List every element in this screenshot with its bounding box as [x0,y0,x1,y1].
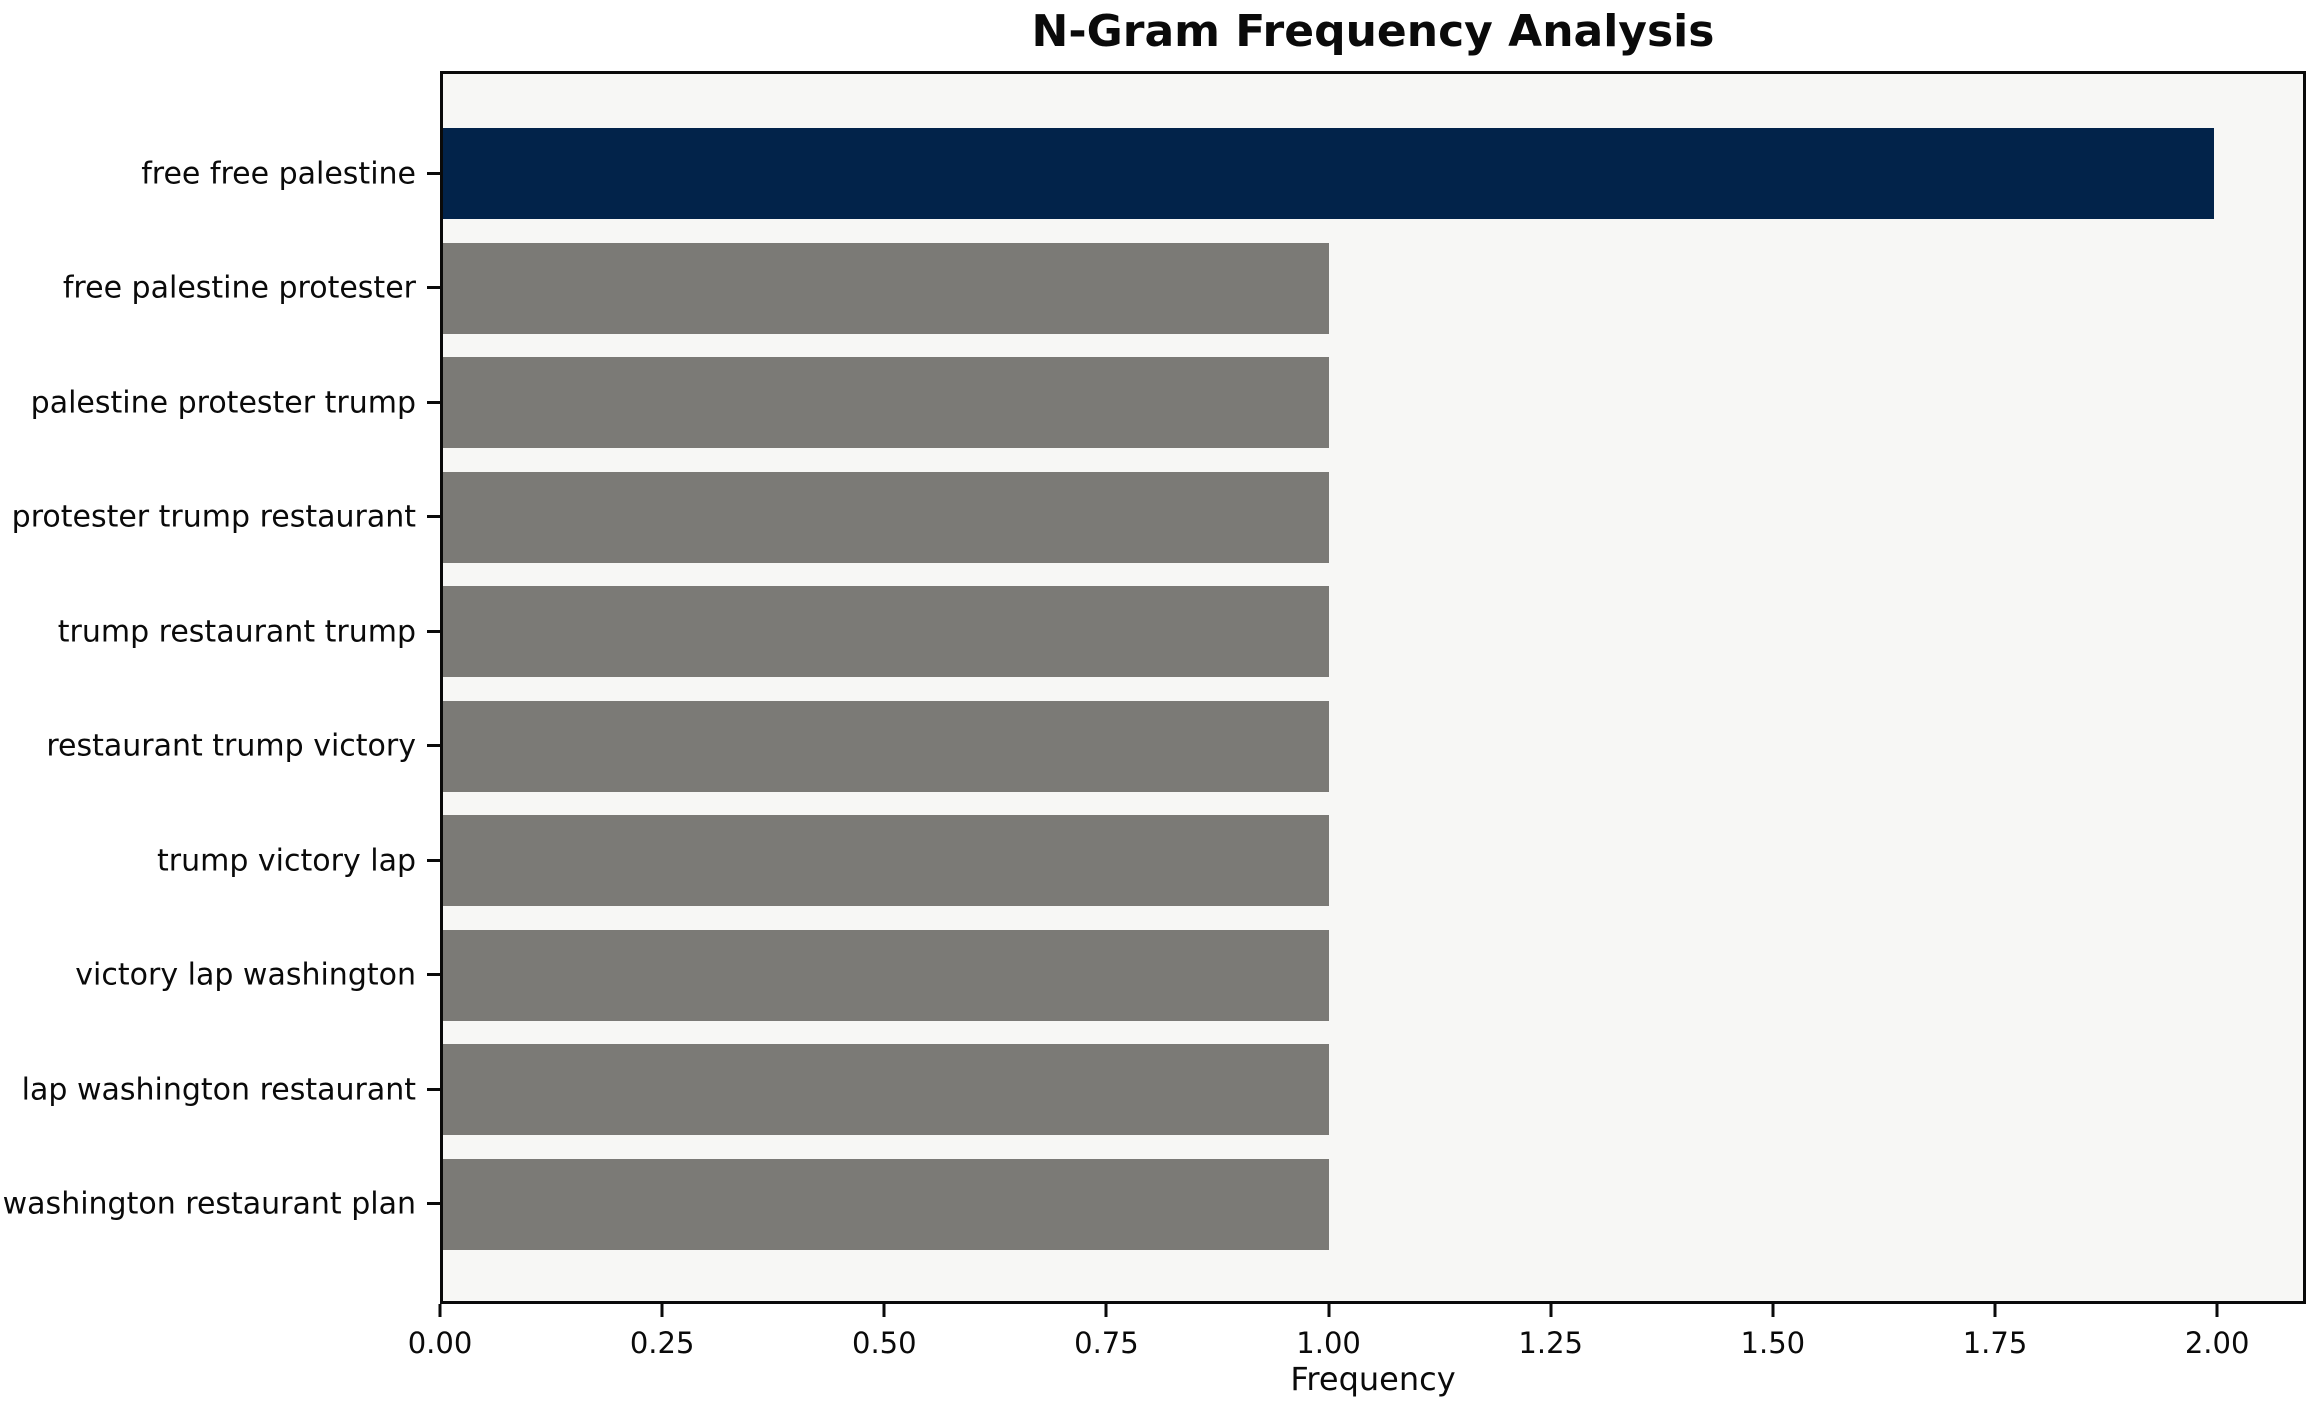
y-axis-label: trump victory lap [157,843,416,879]
x-axis-title: Frequency [1290,1360,1456,1398]
x-tick-label: 0.50 [851,1326,917,1360]
bar-row: washington restaurant plan [3,1158,2303,1250]
bar [443,242,1329,334]
bar-row: free palestine protester [63,242,2303,334]
y-tick [427,1202,440,1206]
x-tick-label: 0.75 [1074,1326,1139,1360]
y-tick [427,858,440,862]
bar-row: victory lap washington [75,929,2303,1021]
x-tick-label: 1.50 [1740,1326,1806,1360]
bar-row: lap washington restaurant [22,1044,2303,1136]
y-tick [427,286,440,290]
y-tick [427,171,440,175]
x-axis: 0.00 0.25 0.50 0.75 1.00 1.25 1.50 1.75 2.00 [408,1304,2306,1394]
y-tick [427,744,440,748]
x-tick-label: 1.75 [1962,1326,2028,1360]
x-tick-label: 1.00 [1296,1326,1361,1360]
bar-row: palestine protester trump [31,357,2303,449]
bar [443,929,1329,1021]
y-axis-label: protester trump restaurant [11,499,416,535]
x-tick [1104,1304,1108,1317]
x-tick-label: 2.00 [2184,1326,2250,1360]
y-axis-label: washington restaurant plan [2,1186,416,1222]
bar [443,1044,1329,1136]
bar-row: free free palestine [141,128,2303,219]
x-tick-label: 0.25 [629,1326,695,1360]
y-tick [427,973,440,977]
bar-row: restaurant trump victory [46,700,2303,792]
y-axis-label: free palestine protester [62,270,416,306]
y-axis-label: trump restaurant trump [57,614,416,650]
plot-area: free free palestine free palestine protes… [3,71,2306,1304]
x-tick [438,1304,442,1317]
bar [443,586,1329,678]
y-axis-label: free free palestine [141,156,416,191]
x-tick-label: 0.00 [407,1326,473,1360]
bar [443,128,2215,219]
y-tick [427,400,440,404]
y-axis-label: victory lap washington [75,957,416,993]
y-axis-label: lap washington restaurant [21,1072,416,1108]
y-tick [427,515,440,519]
y-axis-label: palestine protester trump [30,385,416,421]
y-tick [427,1087,440,1091]
x-tick-label: 1.25 [1518,1326,1583,1360]
y-axis-label: restaurant trump victory [46,728,416,764]
x-tick [1771,1304,1775,1317]
bar [443,1158,1329,1250]
chart-title: N-Gram Frequency Analysis [1031,6,1715,57]
bar-row: trump victory lap [157,815,2303,907]
bar [443,357,1329,449]
bar-row: trump restaurant trump [58,586,2303,678]
bar [443,815,1329,907]
bar-row: protester trump restaurant [12,471,2303,563]
bar [443,471,1329,563]
x-tick [1993,1304,1997,1317]
x-tick [882,1304,886,1317]
bar [443,700,1329,792]
x-tick [1327,1304,1331,1317]
x-tick [1549,1304,1553,1317]
x-tick [2215,1304,2219,1317]
x-tick [660,1304,664,1317]
y-tick [427,629,440,633]
bars-container: free free palestine free palestine protes… [3,74,2303,1301]
